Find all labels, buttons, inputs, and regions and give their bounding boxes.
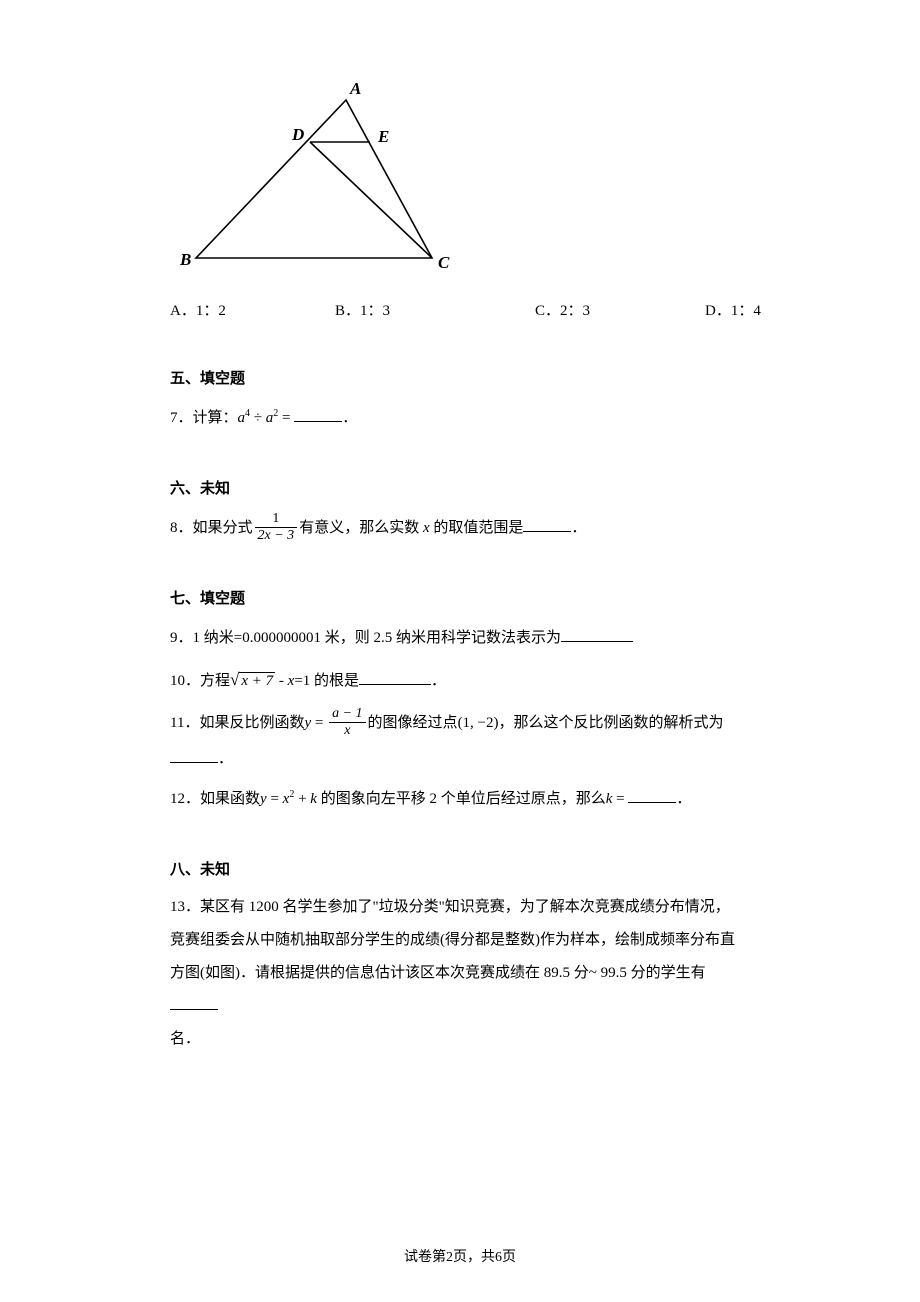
q8-suffix: ． [571, 520, 586, 536]
q13-l3: 方图(如图)．请根据提供的信息估计该区本次竞赛成绩在 89.5 分~ 99.5 … [170, 965, 706, 981]
segment-dc [310, 142, 432, 258]
question-9: 9．1 纳米=0.000000001 米，则 2.5 纳米用科学记数法表示为 [170, 620, 750, 656]
q7-eq: = [278, 410, 294, 426]
q11-blank [170, 748, 218, 763]
page-footer: 试卷第2页，共6页 [0, 1246, 920, 1266]
label-d: D [291, 125, 304, 144]
q13-l2: 竞赛组委会从中随机抽取部分学生的成绩(得分都是整数)作为样本，绘制成频率分布直 [170, 932, 735, 948]
q9-blank [561, 627, 633, 642]
question-12: 12．如果函数y = x2 + k 的图象向左平移 2 个单位后经过原点，那么k… [170, 781, 750, 817]
q12-eq1: = [267, 791, 283, 807]
section-6-title: 六、未知 [170, 474, 750, 504]
q7-a1: a [238, 410, 246, 426]
q11-mid2: ，那么这个反比例函数的解析式为 [499, 715, 724, 731]
q12-y: y [260, 791, 267, 807]
option-c: C．2：3 [535, 296, 705, 326]
option-a: A．1：2 [170, 296, 335, 326]
section-7-title: 七、填空题 [170, 584, 750, 614]
q11-suffix: ． [218, 751, 233, 767]
label-e: E [377, 127, 389, 146]
q8-den: 2x − 3 [258, 528, 295, 543]
q7-suffix: ． [342, 410, 357, 426]
q7-blank [294, 407, 342, 422]
question-8: 8．如果分式12x − 3有意义，那么实数 x 的取值范围是． [170, 510, 750, 546]
q11-frac: a − 1 x [329, 707, 365, 738]
q11-point: (1, −2) [458, 715, 499, 731]
q12-k: k [310, 791, 317, 807]
q11-mid: 的图像经过点 [368, 715, 458, 731]
q12-eq2: = [612, 791, 628, 807]
q8-blank [523, 517, 571, 532]
q10-eq: =1 的根是 [294, 673, 359, 689]
q10-blank [359, 670, 431, 685]
q8-var: x [423, 520, 430, 536]
q12-blank [628, 788, 676, 803]
triangle-svg: A B C D E [180, 80, 460, 275]
triangle-abc [196, 100, 432, 258]
q7-prefix: 7．计算： [170, 410, 238, 426]
q10-mid: - [275, 673, 288, 689]
q8-num: 1 [255, 512, 298, 527]
question-13: 13．某区有 1200 名学生参加了"垃圾分类"知识竞赛，为了解本次竞赛成绩分布… [170, 891, 750, 1056]
label-b: B [180, 250, 191, 269]
q8-mid2: 的取值范围是 [430, 520, 524, 536]
q10-prefix: 10．方程 [170, 673, 230, 689]
triangle-figure: A B C D E [180, 80, 750, 286]
q13-blank [170, 995, 218, 1010]
q12-plus: + [294, 791, 310, 807]
q12-prefix: 12．如果函数 [170, 791, 260, 807]
q10-rad: x + 7 [241, 673, 273, 689]
question-11: 11．如果反比例函数y = a − 1x的图像经过点(1, −2)，那么这个反比… [170, 705, 750, 777]
mc-options: A．1：2 B．1：3 C．2：3 D．1：4 [170, 296, 750, 326]
q13-l4: 名． [170, 1031, 200, 1047]
q12-mid: 的图象向左平移 2 个单位后经过原点，那么 [317, 791, 606, 807]
q8-prefix: 8．如果分式 [170, 520, 253, 536]
question-10: 10．方程√x + 7 - x=1 的根是． [170, 660, 750, 701]
q11-den: x [344, 723, 350, 738]
q10-suffix: ． [431, 673, 446, 689]
q8-mid: 有意义，那么实数 [299, 520, 423, 536]
option-b: B．1：3 [335, 296, 535, 326]
label-a: A [349, 80, 361, 98]
q8-frac: 12x − 3 [255, 512, 298, 543]
q10-sqrt: √x + 7 [230, 660, 275, 701]
q12-suffix: ． [676, 791, 691, 807]
label-c: C [438, 253, 450, 272]
option-d: D．1：4 [705, 296, 761, 326]
q11-eq1: = [311, 715, 327, 731]
section-8-title: 八、未知 [170, 855, 750, 885]
question-7: 7．计算：a4 ÷ a2 = ． [170, 400, 750, 436]
q9-text: 9．1 纳米=0.000000001 米，则 2.5 纳米用科学记数法表示为 [170, 630, 561, 646]
q13-l1: 13．某区有 1200 名学生参加了"垃圾分类"知识竞赛，为了解本次竞赛成绩分布… [170, 899, 730, 915]
q7-op: ÷ [250, 410, 266, 426]
q11-num: a − 1 [332, 706, 362, 721]
section-5-title: 五、填空题 [170, 364, 750, 394]
q11-prefix: 11．如果反比例函数 [170, 715, 304, 731]
